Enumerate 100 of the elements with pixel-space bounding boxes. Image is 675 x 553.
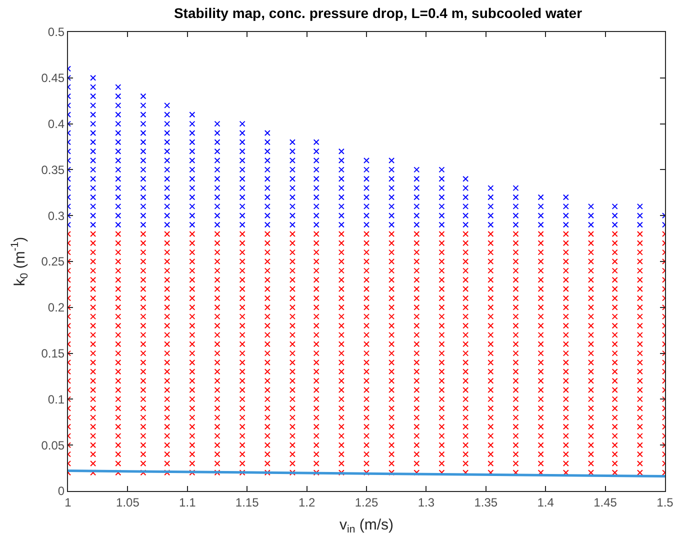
point	[438, 166, 445, 173]
point	[214, 314, 220, 320]
point	[289, 268, 296, 274]
point	[338, 295, 344, 302]
point	[562, 414, 569, 421]
point	[189, 414, 196, 421]
point	[140, 424, 146, 430]
point	[115, 442, 122, 448]
point	[313, 368, 320, 375]
point	[214, 148, 220, 154]
point	[364, 396, 370, 402]
point	[264, 359, 270, 366]
point	[364, 268, 370, 274]
point	[438, 258, 445, 264]
point	[562, 230, 569, 237]
y-tick-label: 0.5	[48, 25, 65, 40]
point	[612, 276, 618, 283]
point	[239, 240, 246, 246]
point	[289, 176, 296, 182]
point	[115, 332, 122, 338]
point	[239, 341, 246, 348]
point	[264, 295, 270, 302]
point	[612, 268, 618, 274]
point	[414, 258, 420, 264]
point	[214, 387, 220, 394]
point	[90, 84, 96, 90]
point	[115, 295, 122, 302]
point	[636, 451, 643, 458]
point	[90, 322, 96, 329]
point	[488, 359, 494, 366]
point	[438, 442, 445, 448]
point	[512, 341, 519, 348]
point	[338, 304, 344, 310]
point	[189, 258, 196, 264]
point	[189, 332, 196, 338]
point	[313, 286, 320, 292]
point	[140, 203, 146, 210]
point	[338, 276, 344, 283]
point	[388, 322, 395, 329]
point	[538, 460, 544, 466]
point	[488, 387, 494, 394]
point	[338, 176, 344, 182]
point	[239, 432, 246, 439]
point	[289, 396, 296, 402]
point	[488, 268, 494, 274]
point	[189, 341, 196, 348]
point	[612, 442, 618, 448]
point	[189, 276, 196, 283]
point	[462, 176, 469, 182]
point	[612, 222, 618, 228]
point	[313, 203, 320, 210]
point	[588, 387, 594, 394]
x-tick-label: 1.1	[179, 495, 196, 510]
point	[313, 176, 320, 182]
point	[214, 442, 220, 448]
point	[388, 405, 395, 412]
point	[214, 332, 220, 338]
point	[313, 424, 320, 430]
point	[562, 359, 569, 366]
point	[239, 295, 246, 302]
point	[488, 341, 494, 348]
point	[512, 268, 519, 274]
point	[289, 442, 296, 448]
point	[388, 460, 395, 466]
point	[388, 378, 395, 384]
point	[115, 460, 122, 466]
y-tick-label: 0.25	[41, 254, 65, 269]
point	[414, 322, 420, 329]
point	[636, 350, 643, 356]
point	[562, 222, 569, 228]
point	[214, 396, 220, 402]
point	[488, 314, 494, 320]
point	[264, 424, 270, 430]
point	[164, 295, 170, 302]
point	[636, 249, 643, 256]
point	[189, 194, 196, 200]
point	[264, 405, 270, 412]
point	[512, 414, 519, 421]
point	[140, 314, 146, 320]
point	[414, 230, 420, 237]
point	[612, 432, 618, 439]
point	[189, 359, 196, 366]
point	[462, 276, 469, 283]
point	[636, 368, 643, 375]
point	[214, 212, 220, 219]
point	[264, 314, 270, 320]
point	[538, 451, 544, 458]
point	[636, 222, 643, 228]
point	[289, 314, 296, 320]
point	[90, 314, 96, 320]
point	[189, 112, 196, 118]
point	[438, 176, 445, 182]
point	[438, 304, 445, 310]
point	[388, 230, 395, 237]
point	[512, 276, 519, 283]
point	[313, 432, 320, 439]
point	[115, 286, 122, 292]
point	[488, 424, 494, 430]
point	[90, 74, 96, 81]
point	[364, 185, 370, 192]
